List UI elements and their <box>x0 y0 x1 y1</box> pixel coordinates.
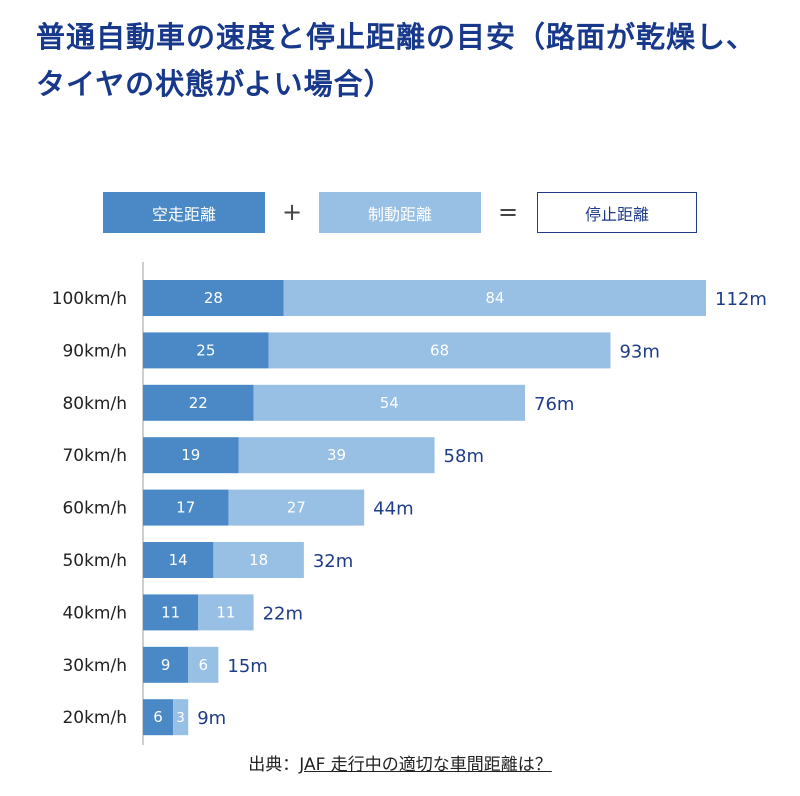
data-label-brake: 84 <box>485 289 504 307</box>
bar-idle <box>143 280 284 316</box>
bar-brake <box>228 489 365 526</box>
data-label-idle: 19 <box>181 446 200 464</box>
bar-idle <box>143 699 174 736</box>
bar-brake <box>268 332 611 369</box>
chart-title: 普通自動車の速度と停止距離の目安（路面が乾燥し、タイヤの状態がよい場合） <box>36 20 757 101</box>
category-label: 50km/h <box>62 551 127 571</box>
category-label: 90km/h <box>62 341 127 361</box>
total-distance-label: 32m <box>313 551 353 572</box>
category-label: 40km/h <box>62 603 127 623</box>
legend-equals-sign: = <box>497 198 519 226</box>
data-label-idle: 28 <box>204 289 223 307</box>
source-prefix: 出典： <box>248 755 300 775</box>
total-distance-label: 112m <box>715 289 767 310</box>
bar-brake <box>173 699 189 736</box>
bar-idle <box>143 646 189 683</box>
bar-brake <box>198 594 254 631</box>
data-label-idle: 14 <box>169 551 188 569</box>
data-label-brake: 3 <box>177 711 185 726</box>
bar-idle <box>143 489 229 526</box>
total-distance-label: 9m <box>197 708 226 729</box>
data-label-brake: 68 <box>430 341 449 359</box>
category-label: 60km/h <box>62 499 127 519</box>
total-distance-label: 58m <box>444 446 484 467</box>
category-label: 80km/h <box>62 394 127 414</box>
data-label-idle: 11 <box>161 603 180 621</box>
bar-brake <box>283 280 706 316</box>
bar-brake <box>253 384 526 421</box>
bar-brake <box>213 542 304 578</box>
category-label: 20km/h <box>62 708 127 728</box>
total-distance-label: 44m <box>373 499 413 520</box>
data-label-brake: 39 <box>327 446 346 464</box>
data-label-brake: 18 <box>249 551 268 569</box>
bar-idle <box>143 437 239 474</box>
legend-braking-distance: 制動距離 <box>319 192 481 233</box>
source-link[interactable]: JAF 走行中の適切な車間距離は？ <box>299 755 552 775</box>
bar-idle <box>143 594 199 631</box>
data-label-idle: 6 <box>153 708 163 726</box>
bar-idle <box>143 332 269 369</box>
data-label-idle: 9 <box>161 656 171 674</box>
total-distance-label: 22m <box>263 603 303 624</box>
data-label-idle: 25 <box>196 341 215 359</box>
data-label-idle: 22 <box>189 394 208 412</box>
bar-idle <box>143 384 254 421</box>
bar-idle <box>143 542 214 578</box>
legend-idle-distance: 空走距離 <box>103 192 265 233</box>
data-label-idle: 17 <box>176 499 195 517</box>
bar-brake <box>188 646 219 683</box>
category-label: 70km/h <box>62 446 127 466</box>
bar-brake <box>238 437 435 474</box>
legend-plus-sign: + <box>281 198 303 226</box>
data-label-brake: 27 <box>287 499 306 517</box>
total-distance-label: 76m <box>534 394 574 415</box>
data-label-brake: 11 <box>216 603 235 621</box>
data-label-brake: 6 <box>199 656 209 674</box>
total-distance-label: 93m <box>619 341 659 362</box>
category-label: 30km/h <box>62 656 127 676</box>
legend-stopping-distance: 停止距離 <box>537 192 697 233</box>
data-label-brake: 54 <box>380 394 399 412</box>
source-citation: 出典：JAF 走行中の適切な車間距離は？ <box>0 750 800 775</box>
category-label: 100km/h <box>52 289 127 309</box>
total-distance-label: 15m <box>227 656 267 677</box>
